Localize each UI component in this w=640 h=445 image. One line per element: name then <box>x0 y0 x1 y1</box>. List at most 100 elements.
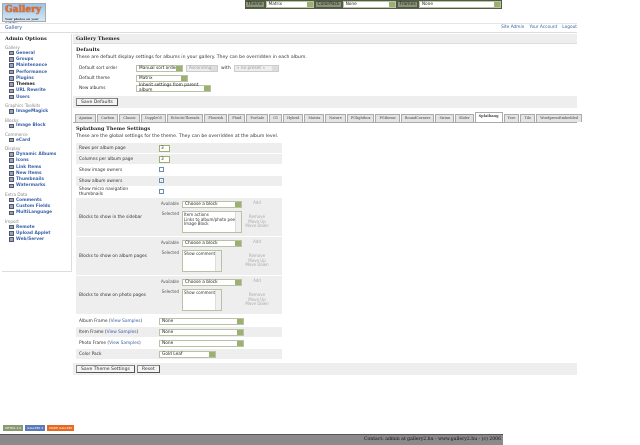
sort-direction-select[interactable]: Ascending <box>186 64 218 72</box>
selected-blocks-list[interactable]: Show comments <box>182 289 222 311</box>
color-pack-select[interactable]: Gold Leaf <box>159 350 216 358</box>
selected-blocks-list[interactable]: Show comments <box>182 250 222 272</box>
tab-eclecticthreads[interactable]: EclecticThreads <box>166 114 204 122</box>
album-frame-samples-link[interactable]: View Samples <box>110 318 141 324</box>
sidebar-item-themes[interactable]: Themes <box>5 81 68 87</box>
sidebar-item-groups[interactable]: Groups <box>5 56 68 62</box>
your-account-link[interactable]: Your Account <box>529 25 558 30</box>
sidebar-item-icons[interactable]: Icons <box>5 158 68 164</box>
selected-block-item[interactable]: Item actions <box>184 212 209 217</box>
tab-ajaxian[interactable]: Ajaxian <box>75 114 97 122</box>
micro-nav-checkbox[interactable] <box>159 188 164 194</box>
remove-block-button[interactable]: Remove <box>248 214 266 219</box>
sidebar-item-maintenance[interactable]: Maintenance <box>5 63 68 69</box>
tab-carbon[interactable]: Carbon <box>97 114 119 122</box>
tab-cupple05[interactable]: Cupple05 <box>140 114 166 122</box>
remove-block-button[interactable]: Remove <box>248 253 266 258</box>
selected-block-item[interactable]: Image Block <box>184 221 209 227</box>
remove-block-button[interactable]: Remove <box>248 292 266 297</box>
tab-splatbang[interactable]: Splatbang <box>474 112 503 122</box>
sidebar-item-plugins[interactable]: Plugins <box>5 75 68 81</box>
tab-matrix[interactable]: Matrix <box>304 114 325 122</box>
sidebar-item-link-items[interactable]: Link Items <box>5 164 68 170</box>
selected-block-item[interactable]: Show comments <box>184 290 218 295</box>
new-albums-select[interactable]: Inherit settings from parent album <box>136 83 211 93</box>
item-frame-samples-link[interactable]: View Samples <box>106 329 137 335</box>
colorpack-select[interactable]: None <box>342 1 397 8</box>
sidebar-item-imagemagick[interactable]: ImageMagick <box>5 108 68 114</box>
tab-siriux[interactable]: Siriux <box>435 114 455 122</box>
tab-forsale[interactable]: ForSale <box>246 114 269 122</box>
sidebar-item-multilanguage[interactable]: MultiLanguage <box>5 210 68 216</box>
site-admin-link[interactable]: Site Admin <box>501 25 525 30</box>
made-gallery-badge[interactable]: MADE GALLERY <box>47 425 75 431</box>
tab-classic[interactable]: Classic <box>119 114 140 122</box>
xhtml-badge[interactable]: XHTML 1.0 <box>3 425 24 431</box>
sidebar-item-dynamic-albums[interactable]: Dynamic Albums <box>5 151 68 157</box>
logout-link[interactable]: Logout <box>562 25 577 30</box>
default-theme-select[interactable]: Matrix <box>136 74 188 82</box>
sidebar-item-remote[interactable]: Remote <box>5 224 68 230</box>
tab-g1[interactable]: G1 <box>269 114 283 122</box>
tab-nature[interactable]: Nature <box>325 114 346 122</box>
move-up-button[interactable]: Move Up <box>248 257 266 263</box>
available-blocks-select[interactable]: Choose a block <box>182 240 242 247</box>
sidebar-item-comments[interactable]: Comments <box>5 197 68 203</box>
tab-pgtheme[interactable]: PGtheme <box>375 114 400 122</box>
photo-frame-samples-link[interactable]: View Samples <box>109 340 139 346</box>
tab-wordpressembedded[interactable]: WordpressEmbedded <box>536 114 583 122</box>
available-blocks-select[interactable]: Choose a block <box>182 201 242 208</box>
move-down-button[interactable]: Move Down <box>245 223 269 229</box>
tab-slider[interactable]: Slider <box>455 114 474 122</box>
sort-preset-select[interactable]: « no preset » <box>233 64 279 72</box>
rows-input[interactable]: 3 <box>159 144 170 152</box>
sidebar-item-new-items[interactable]: New Items <box>5 170 68 176</box>
tab-pglightbox[interactable]: PGlightbox <box>346 114 375 122</box>
tab-tile[interactable]: Tile <box>520 114 536 122</box>
image-owners-checkbox[interactable] <box>159 166 164 172</box>
sidebar-item-users[interactable]: Users <box>5 94 68 100</box>
move-down-button[interactable]: Move Down <box>245 262 269 268</box>
sidebar-item-thumbnails[interactable]: Thumbnails <box>5 176 68 182</box>
image-owners-label: Show image owners <box>79 167 123 173</box>
sidebar-item-ecard[interactable]: eCard <box>5 137 68 143</box>
available-blocks-select[interactable]: Choose a block <box>182 279 242 286</box>
album-owners-checkbox[interactable]: ✓ <box>159 178 164 183</box>
gallery-logo[interactable]: Gallery Your photos on your website <box>2 3 46 25</box>
sidebar-item-url-rewrite[interactable]: URL Rewrite <box>5 88 68 94</box>
move-down-button[interactable]: Move Down <box>245 301 269 307</box>
photo-frame-select[interactable]: None <box>159 339 244 347</box>
theme-select[interactable]: Matrix <box>265 1 315 8</box>
move-up-button[interactable]: Move Up <box>248 218 266 224</box>
album-frame-select[interactable]: None <box>159 317 244 325</box>
sidebar-item-web-server[interactable]: Web/Server <box>5 237 68 243</box>
sidebar-item-custom-fields[interactable]: Custom Fields <box>5 203 68 209</box>
sidebar-item-general[interactable]: General <box>5 50 68 56</box>
sidebar-item-upload-applet[interactable]: Upload Applet <box>5 230 68 236</box>
gallery2-badge[interactable]: GALLERY 2 <box>25 425 46 431</box>
tab-tere[interactable]: Tere <box>503 114 520 122</box>
sort-order-select[interactable]: Manual sort order <box>136 64 183 72</box>
tab-roundcorners[interactable]: RoundCorners <box>400 114 435 122</box>
sidebar-item-image-block[interactable]: Image Block <box>5 123 68 129</box>
add-block-button[interactable]: Add <box>253 239 261 244</box>
selected-block-item[interactable]: Show comments <box>184 251 218 256</box>
item-frame-select[interactable]: None <box>159 328 244 336</box>
add-block-button[interactable]: Add <box>253 200 261 205</box>
tab-hybrid[interactable]: Hybrid <box>283 114 304 122</box>
columns-input[interactable]: 3 <box>159 155 170 163</box>
sidebar-item-watermarks[interactable]: Watermarks <box>5 183 68 189</box>
selected-blocks-list[interactable]: Item actions Links to album/photo peers Im… <box>182 211 242 233</box>
save-defaults-button[interactable]: Save Defaults <box>76 98 118 106</box>
selected-block-item[interactable]: Links to album/photo peers <box>184 216 239 222</box>
reset-button[interactable]: Reset <box>136 365 160 373</box>
frames-select[interactable]: None <box>418 1 501 8</box>
move-up-button[interactable]: Move Up <box>248 296 266 302</box>
sidebar-item-performance[interactable]: Performance <box>5 69 68 75</box>
save-theme-settings-button[interactable]: Save Theme Settings <box>76 365 135 373</box>
tab-fluid[interactable]: Fluid <box>228 114 246 122</box>
breadcrumb-gallery[interactable]: Gallery <box>5 26 23 31</box>
add-block-button[interactable]: Add <box>253 278 261 283</box>
tab-flourish[interactable]: Flourish <box>204 114 228 122</box>
default-theme-label: Default theme <box>79 75 110 81</box>
